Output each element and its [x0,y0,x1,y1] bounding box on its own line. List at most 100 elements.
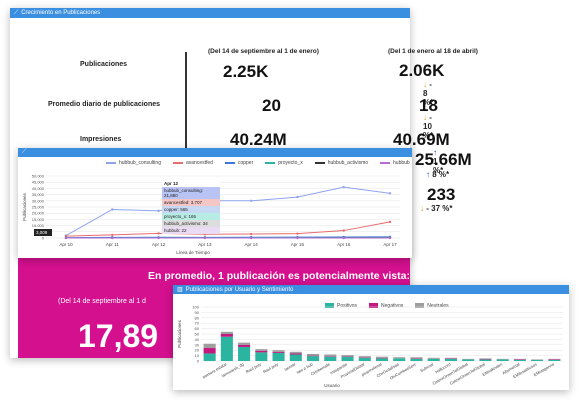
bar-segment-Positivos [444,358,457,361]
bar-segment-Positivos [513,359,526,361]
legend-label: hubbub [393,160,410,166]
tooltip-row: hubbub_activismo: 34 [162,220,220,227]
data-point [342,185,345,189]
y-tick-label: 90 [195,310,200,315]
row-label-publicaciones: Publicaciones [80,61,128,68]
bar-segment-Positivos [255,352,268,361]
legend-item[interactable]: avancestfed [172,160,213,166]
x-tick-label: Apr 11 [106,242,119,247]
bar-segment-Positivos [324,356,337,361]
row-label-promedio: Promedio diario de publicaciones [48,101,161,108]
legend-label: hubbub_consulting [119,160,161,166]
legend-swatch [415,303,425,309]
delta-impresiones: ↑ 1 %* [433,148,444,175]
legend-swatch [325,303,334,309]
bar-chart-icon: ▥ [177,287,183,293]
y-tick-label: 15,000 [32,217,45,222]
delta-promedio: ↓ - 10 %* [423,113,434,140]
legend-swatch [172,161,183,164]
average-views-headline: En promedio, 1 publicación es potencialm… [148,270,410,282]
legend-label: Positivos [337,303,358,309]
x-tick-label: Apr 16 [337,242,351,247]
tooltip-row: hubbub_consulting: 21,880 [162,187,220,199]
legend-item[interactable]: hubbub [380,160,410,166]
y-tick-label: 45,000 [32,180,45,185]
bar-segment-Neutrales [358,356,371,358]
cursor-value-bg [34,229,52,236]
data-point [111,208,114,211]
bar-segment-Negativos [375,357,389,359]
stats-table: (Del 14 de septiembre al 1 de enero) (De… [10,18,478,248]
data-point [203,236,207,240]
bar-segment-Negativos [513,359,526,360]
bar-segment-Neutrales [272,350,285,352]
bar-segment-Neutrales [220,331,233,334]
bar-segment-Neutrales [531,359,544,360]
bar-segment-Positivos [341,356,354,361]
line-chart-icon: ⟋ [14,9,19,16]
series-line-avancestfed [65,221,391,237]
legend-item[interactable]: hubbub_activismo [314,160,368,166]
legend-swatch [265,161,276,164]
legend-item[interactable]: Negativos [369,303,403,309]
y-tick-label: 100 [192,305,199,310]
bar-segment-Negativos [272,351,285,353]
arrow-down-icon: ↓ [423,113,427,122]
legend-item[interactable]: Positivos [325,303,357,309]
bar-segment-Neutrales [341,355,354,357]
bar-segment-Neutrales [375,356,389,358]
legend-label: avancestfed [185,160,213,166]
period-a-header: (Del 14 de septiembre al 1 de enero) [208,48,319,55]
bar-segment-Neutrales [548,358,561,360]
line-chart-tooltip: Apr 12 hubbub_consulting: 21,880 avancest… [162,180,220,234]
legend-item[interactable]: hubbub_consulting [106,160,161,166]
value-b-impresiones: 40.69M [393,130,450,149]
y-tick-label: 20,000 [32,211,45,216]
tooltip-row: avancestfed: 3,707 [162,199,220,206]
legend-swatch [224,161,235,164]
y-tick-label: 30 [195,342,200,347]
bar-segment-Neutrales [444,357,457,359]
bar-segment-Positivos [220,336,233,361]
delta-row5: ↓ - 37 %* [420,204,453,213]
y-tick-label: 0 [197,359,200,364]
legend-item[interactable]: Neutrales [415,303,449,309]
bar-segment-Negativos [238,344,251,347]
x-tick-label: Apr 17 [383,242,397,247]
legend-label: proyecto_x [278,160,303,166]
average-views-number: 17,89 [78,318,159,354]
bar-chart-title: Publicaciones por Usuario y Sentimiento [185,286,294,293]
line-chart-icon: ⟋ [22,149,27,155]
y-tick-label: 20 [195,348,200,353]
bar-segment-Negativos [203,348,216,354]
bar-segment-Positivos [496,359,509,361]
legend-swatch [106,161,116,164]
tooltip-row: hubbub: 22 [162,227,220,234]
data-point [111,236,114,240]
y-tick-label: 70 [195,321,200,326]
value-b-row4: 25.66M [415,150,472,169]
bar-segment-Positivos [427,358,440,361]
x-tick-label: Subcoal [419,361,434,373]
arrow-up-icon: ↑ [433,148,437,157]
legend-item[interactable]: proyecto_x [265,160,303,166]
value-b-row5: 233 [427,185,456,204]
y-tick-label: 10 [195,353,200,358]
bar-segment-Positivos [203,353,216,361]
line-chart: 05,00010,00015,00020,00025,00030,00035,0… [22,174,400,255]
y-tick-label: 10,000 [32,223,45,228]
data-point [249,199,253,202]
average-views-period: (Del 14 de septiembre al 1 d [58,298,146,305]
legend-swatch [380,161,391,164]
growth-card-titlebar: ⟋ Crecimiento en Publicaciones [10,8,410,18]
line-chart-card: ⟋ hubbub_consulting avancestfed copper proy… [18,148,412,258]
tooltip-row: copper: 565 [162,206,220,213]
delta-row4: ↑ 8 %* [426,170,450,179]
bar-segment-Negativos [479,358,492,360]
y-axis-label: Publicaciones [177,319,182,348]
bar-segment-Negativos [220,334,233,337]
legend-item[interactable]: copper [224,160,253,166]
bar-segment-Positivos [479,359,492,361]
bar-segment-Negativos [410,358,423,359]
